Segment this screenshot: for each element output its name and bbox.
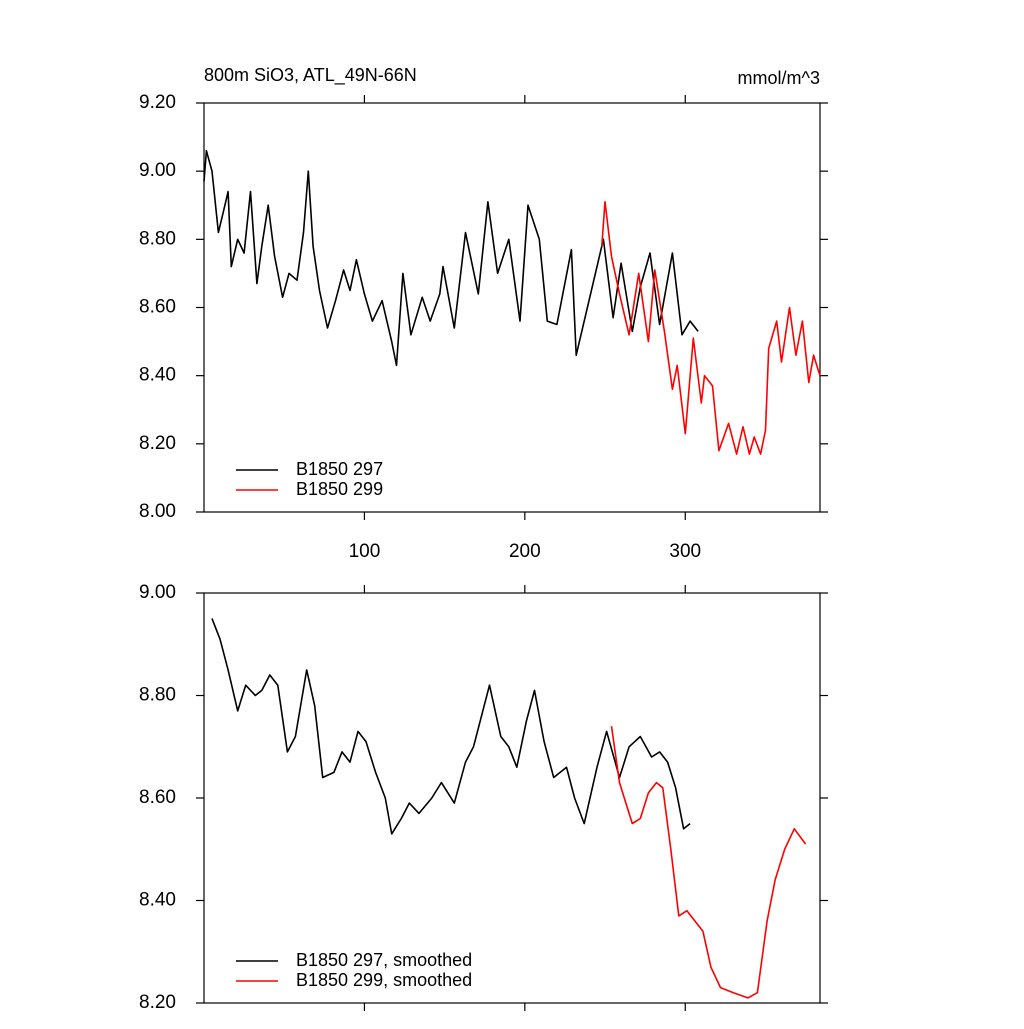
plot-frame [203, 592, 821, 1004]
y-tick-label: 8.20 [139, 433, 176, 454]
y-tick-label: 8.40 [139, 365, 176, 386]
y-tick-label: 8.80 [139, 685, 176, 706]
y-tick-label: 8.60 [139, 787, 176, 808]
data-line [203, 149, 699, 367]
data-line [211, 618, 691, 835]
units-label: mmol/m^3 [738, 68, 820, 88]
data-line [601, 201, 821, 455]
plot-frame [203, 102, 821, 513]
y-tick-label: 8.00 [139, 501, 176, 522]
data-line [610, 726, 807, 999]
legend-label: B1850 299, smoothed [296, 970, 472, 990]
y-tick-label: 8.20 [139, 992, 176, 1013]
chart-title: 800m SiO3, ATL_49N-66N [204, 65, 417, 86]
y-tick-label: 8.60 [139, 297, 176, 318]
x-tick-label: 200 [509, 541, 541, 562]
x-tick-label: 100 [349, 541, 381, 562]
y-tick-label: 9.20 [139, 92, 176, 113]
y-tick-label: 8.80 [139, 228, 176, 249]
legend-label: B1850 297, smoothed [296, 950, 472, 970]
y-tick-label: 8.40 [139, 890, 176, 911]
y-tick-label: 9.00 [139, 160, 176, 181]
legend-label: B1850 299 [296, 479, 383, 499]
legend-label: B1850 297 [296, 459, 383, 479]
x-tick-label: 300 [669, 541, 701, 562]
y-tick-label: 9.00 [139, 582, 176, 603]
